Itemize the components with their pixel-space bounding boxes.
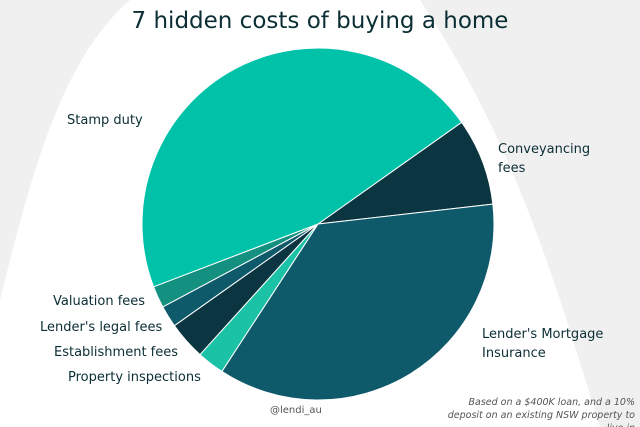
pie — [141, 47, 495, 401]
footnote: Based on a $400K loan, and a 10% deposit… — [447, 397, 635, 427]
background-shape — [0, 0, 130, 300]
credit: @lendi_au — [270, 405, 322, 416]
background-shape — [420, 0, 640, 427]
slice-label: Stamp duty — [67, 113, 143, 128]
slice-label: Establishment fees — [54, 345, 179, 360]
pie-slice — [141, 47, 463, 288]
slice-label: Lender's Mortgage Insurance — [482, 327, 604, 361]
slice-label: Lender's legal fees — [40, 320, 163, 335]
pie-slice — [317, 121, 494, 225]
chart-title: 7 hidden costs of buying a home — [131, 8, 509, 34]
slice-label: Conveyancing fees — [498, 142, 591, 176]
slice-label: Property inspections — [68, 370, 201, 385]
pie-slice — [221, 203, 495, 401]
slice-label: Valuation fees — [53, 294, 146, 309]
